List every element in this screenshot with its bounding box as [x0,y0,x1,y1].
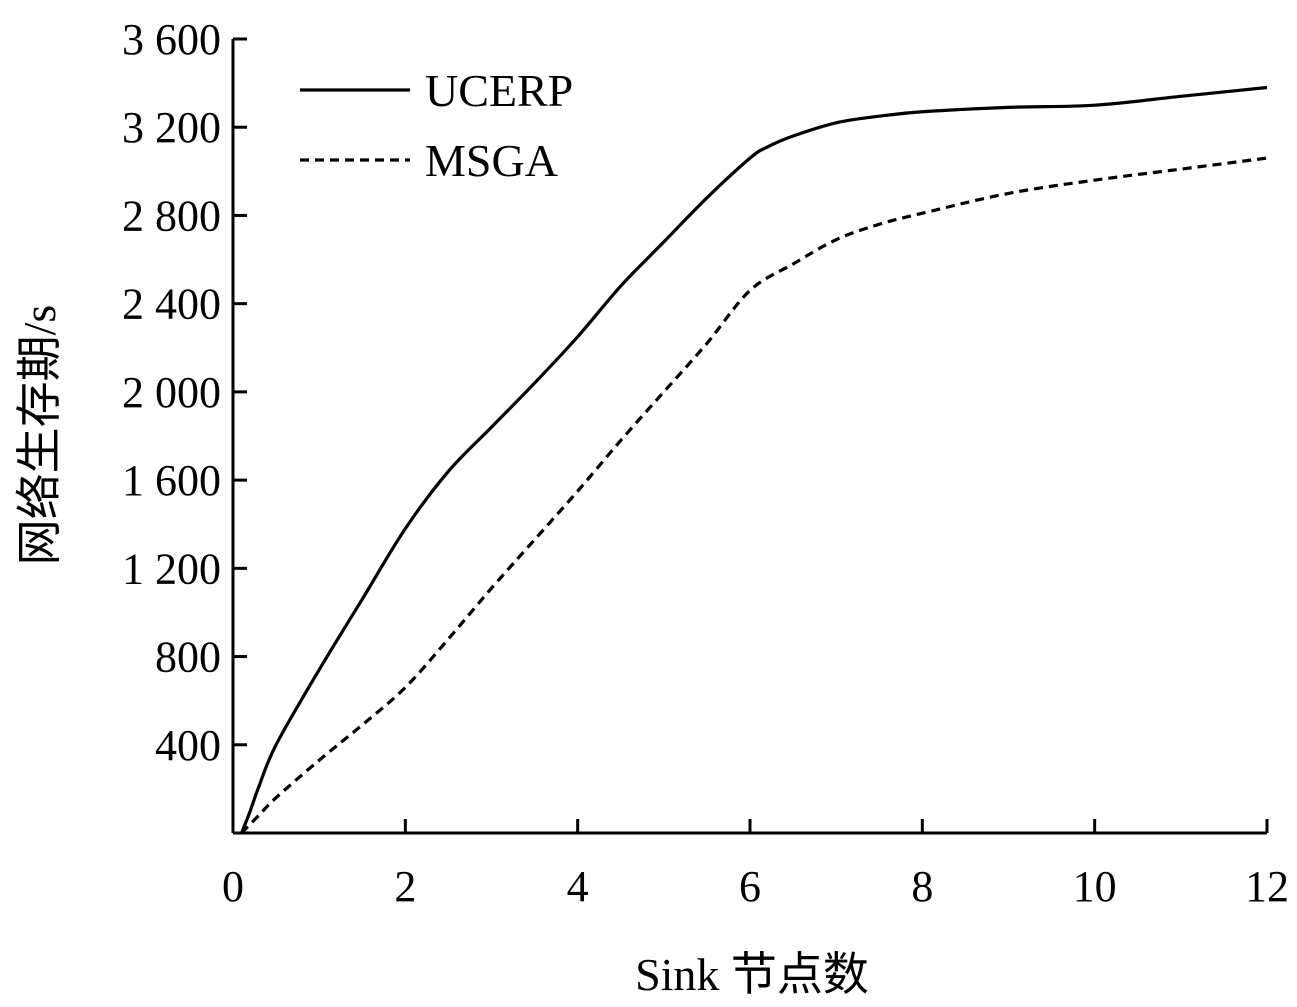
legend-label-msga: MSGA [425,135,558,186]
x-tick-label: 10 [1073,862,1117,911]
y-tick-label: 800 [155,633,221,682]
x-tick-label: 8 [911,862,933,911]
y-tick-label: 1 200 [122,544,221,593]
x-tick-label: 2 [394,862,416,911]
chart-legend: UCERP MSGA [300,65,573,186]
y-tick-label: 3 600 [122,15,221,64]
y-tick-label: 400 [155,721,221,770]
x-axis-ticks: 0 2 4 6 8 10 12 [222,819,1289,911]
series-line-msga [240,156,1268,835]
y-tick-label: 2 400 [122,280,221,329]
y-tick-label: 1 600 [122,456,221,505]
y-tick-label: 2 800 [122,191,221,240]
x-tick-label: 12 [1245,862,1289,911]
x-axis-label: Sink 节点数 [635,949,869,1000]
y-axis-label: 网络生存期/s [14,305,65,566]
y-tick-label: 2 000 [122,368,221,417]
x-tick-label: 6 [739,862,761,911]
series-line-ucerp [240,85,1268,834]
chart-series [240,85,1268,835]
x-tick-label: 0 [222,862,244,911]
x-tick-label: 4 [567,862,589,911]
y-tick-label: 3 200 [122,103,221,152]
y-axis-ticks: 400 800 1 200 1 600 2 000 2 400 2 800 3 200 3 60… [122,15,247,770]
legend-label-ucerp: UCERP [425,65,573,116]
